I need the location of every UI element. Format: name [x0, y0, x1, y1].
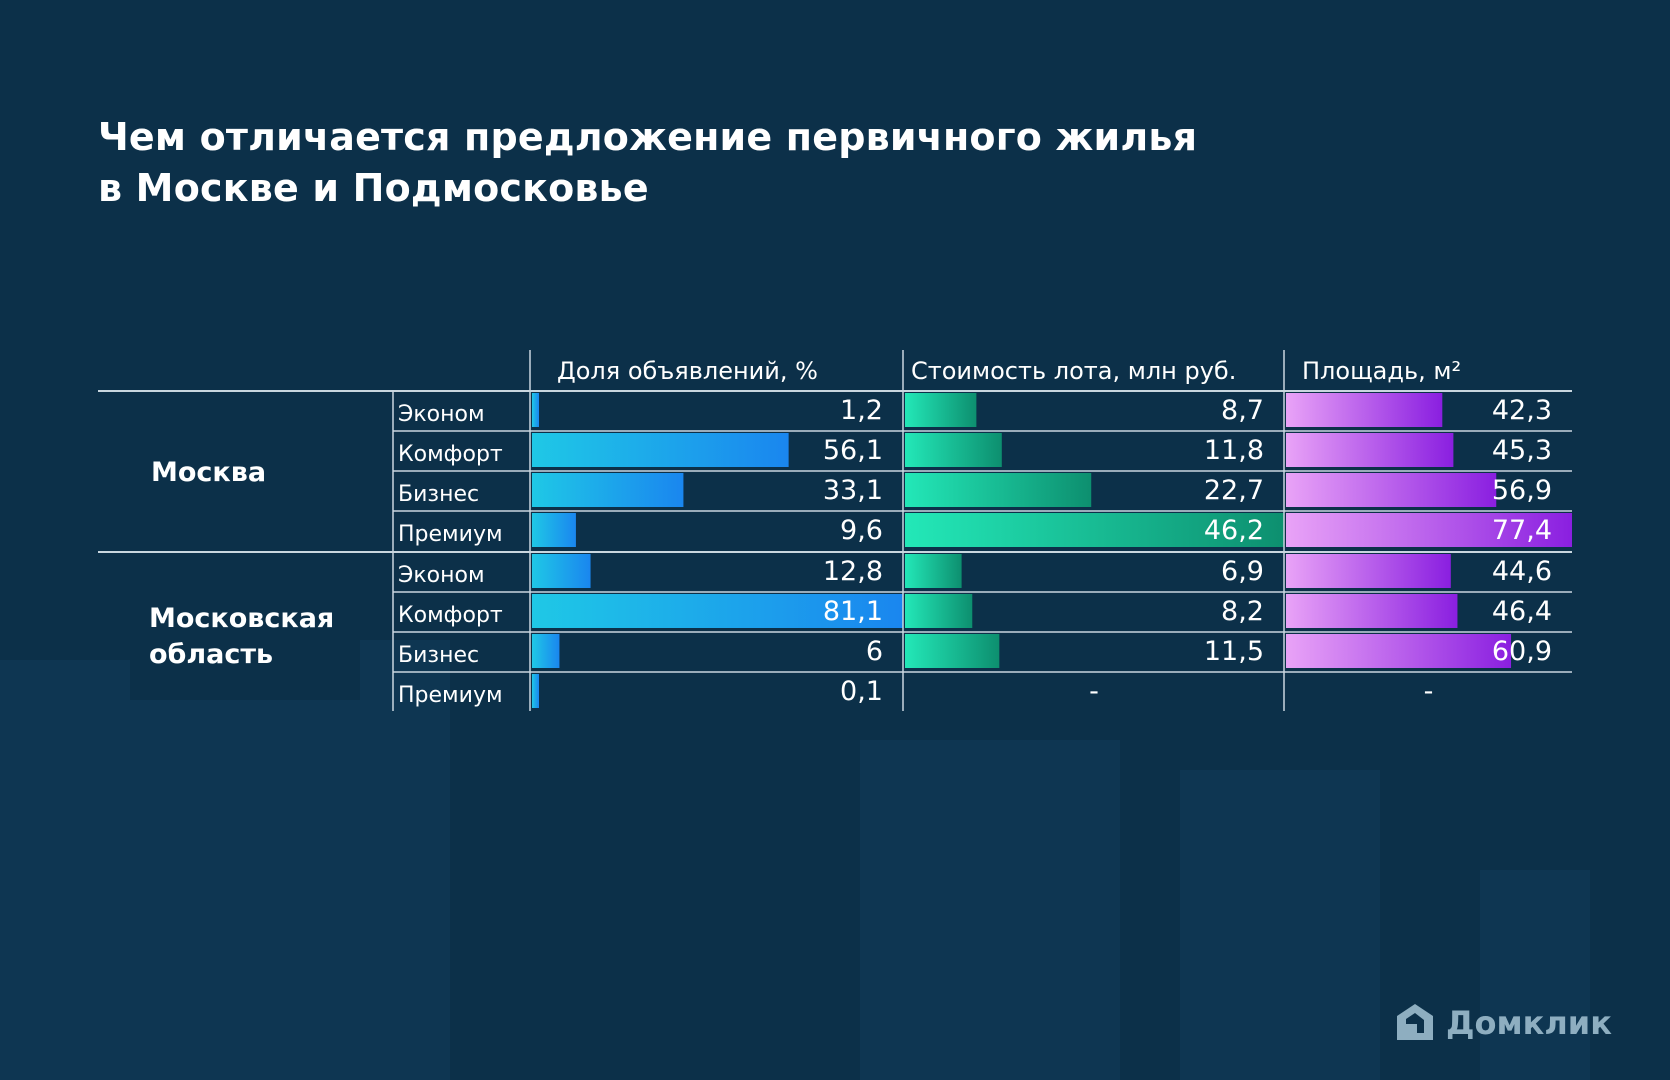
- bar: [532, 634, 560, 668]
- value-label: 81,1: [823, 596, 883, 627]
- bar: [1286, 393, 1443, 427]
- bar: [905, 473, 1092, 507]
- value-label: 56,9: [1492, 475, 1552, 506]
- bar: [1286, 594, 1458, 628]
- value-label: 9,6: [840, 515, 883, 546]
- column-header: Стоимость лота, млн руб.: [911, 357, 1236, 385]
- value-label: 8,2: [1221, 596, 1264, 627]
- value-label: 44,6: [1492, 556, 1552, 587]
- value-label: 8,7: [1221, 395, 1264, 426]
- value-label: 42,3: [1492, 395, 1552, 426]
- value-label: 11,5: [1204, 636, 1264, 667]
- column-header: Площадь, м²: [1302, 357, 1461, 385]
- value-label: 22,7: [1204, 475, 1264, 506]
- brand-name: Домклик: [1446, 1004, 1612, 1042]
- region-label: Москва: [151, 457, 266, 488]
- bar: [532, 473, 684, 507]
- value-label: 11,8: [1204, 435, 1264, 466]
- value-label: -: [1424, 676, 1434, 707]
- region-label: область: [149, 639, 273, 670]
- domclick-logo: Домклик: [1394, 1002, 1612, 1044]
- value-label: 46,4: [1492, 596, 1552, 627]
- bar: [532, 674, 539, 708]
- bar: [1286, 433, 1454, 467]
- value-label: 1,2: [840, 395, 883, 426]
- value-label: 12,8: [823, 556, 883, 587]
- bar: [532, 433, 789, 467]
- value-label: 77,4: [1492, 515, 1552, 546]
- value-label: 60,9: [1492, 636, 1552, 667]
- region-label: Московская: [149, 603, 334, 634]
- category-label: Эконом: [398, 402, 485, 427]
- title-line-2: в Москве и Подмосковье: [98, 166, 649, 210]
- category-label: Комфорт: [398, 603, 503, 628]
- bar: [1286, 634, 1512, 668]
- value-label: -: [1089, 676, 1099, 707]
- bar: [532, 513, 576, 547]
- bar: [532, 594, 903, 628]
- bar: [905, 393, 977, 427]
- value-label: 56,1: [823, 435, 883, 466]
- category-label: Бизнес: [398, 482, 479, 507]
- value-label: 6: [866, 636, 883, 667]
- category-label: Премиум: [398, 683, 503, 708]
- category-label: Эконом: [398, 563, 485, 588]
- bar: [532, 554, 591, 588]
- column-header: Доля объявлений, %: [557, 357, 818, 385]
- category-label: Комфорт: [398, 442, 503, 467]
- bar: [1286, 473, 1497, 507]
- bar: [1286, 554, 1451, 588]
- category-label: Бизнес: [398, 643, 479, 668]
- house-icon: [1397, 1004, 1433, 1040]
- value-label: 46,2: [1204, 515, 1264, 546]
- bar: [1286, 513, 1572, 547]
- value-label: 0,1: [840, 676, 883, 707]
- bar: [905, 634, 1000, 668]
- page-title: Чем отличается предложение первичного жи…: [98, 112, 1398, 214]
- value-label: 45,3: [1492, 435, 1552, 466]
- bar: [905, 433, 1002, 467]
- bar: [905, 594, 973, 628]
- title-line-1: Чем отличается предложение первичного жи…: [98, 115, 1198, 159]
- bar: [905, 554, 962, 588]
- bar: [905, 513, 1284, 547]
- value-label: 33,1: [823, 475, 883, 506]
- bar: [532, 393, 539, 427]
- value-label: 6,9: [1221, 556, 1264, 587]
- category-label: Премиум: [398, 522, 503, 547]
